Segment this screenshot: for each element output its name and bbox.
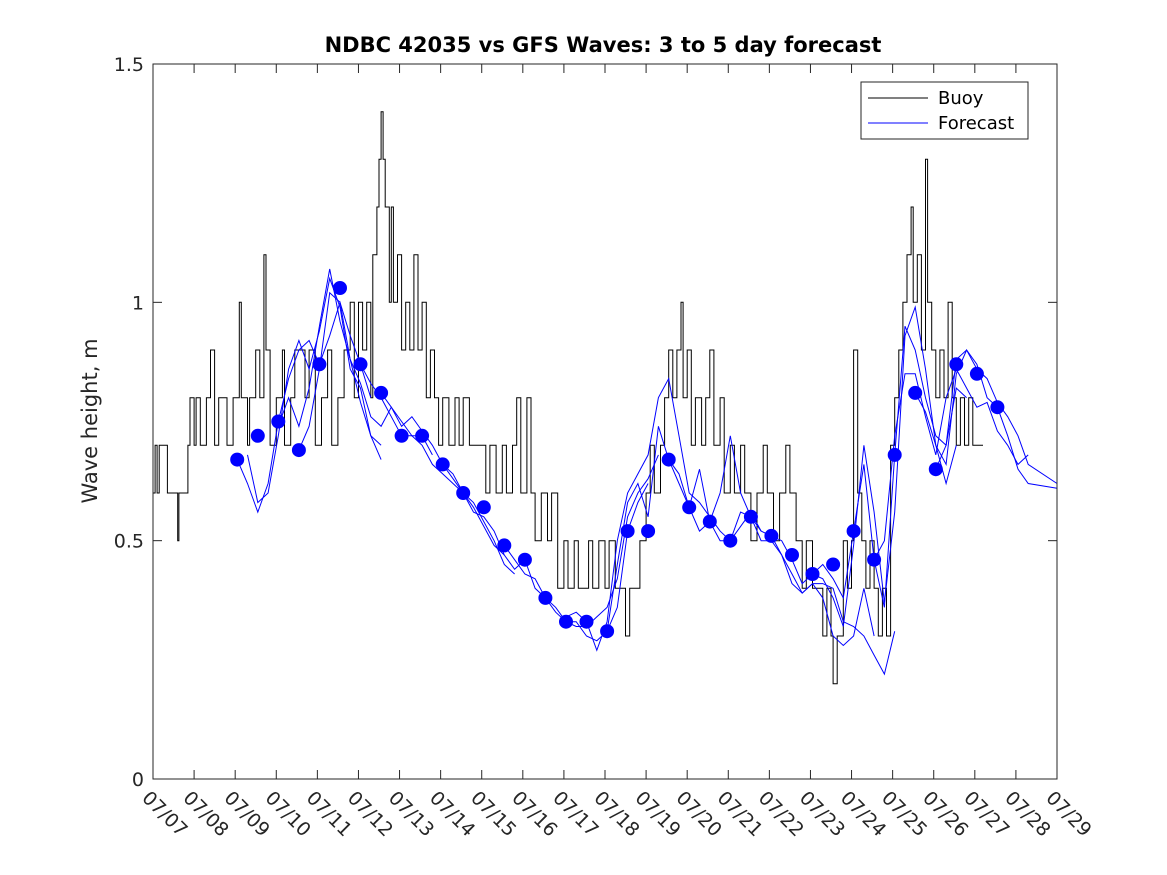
legend: Buoy Forecast [860,81,1029,140]
forecast-run-line-2 [247,276,382,504]
forecast-point [230,452,245,467]
forecast-run-line-12 [709,511,896,676]
x-tick-label: 07/17 [548,787,602,841]
forecast-point [250,428,265,443]
y-tick-label: 1.5 [114,54,144,76]
forecast-point [908,385,923,400]
forecast-run-line-3 [277,268,382,460]
x-tick-label: 07/20 [672,787,726,841]
x-tick-label: 07/08 [179,787,233,841]
forecast-run-line-7 [442,464,649,642]
x-tick-label: 07/12 [343,787,397,841]
forecast-point [271,414,286,429]
forecast-run-line-9 [565,377,711,652]
forecast-run-line-15 [873,367,1029,560]
forecast-run-line-17 [935,349,1058,484]
x-tick-label: 07/15 [466,787,520,841]
forecast-point [969,366,984,381]
legend-box [860,81,1029,140]
x-tick-label: 07/18 [589,787,643,841]
legend-label-forecast: Forecast [938,113,1014,134]
x-tick-label: 07/28 [1000,787,1054,841]
x-tick-label: 07/19 [631,787,685,841]
x-tick-label: 07/25 [877,787,931,841]
chart-title: NDBC 42035 vs GFS Waves: 3 to 5 day fore… [325,33,882,57]
x-tick-label: 07/22 [754,787,808,841]
forecast-point [785,548,799,562]
axes-box [152,63,1058,780]
forecast-point [949,357,964,372]
forecast-point [517,552,532,567]
forecast-point [990,400,1005,415]
forecast-point [846,524,861,539]
forecast-point [641,524,656,539]
forecast-point [764,528,779,543]
x-tick-label: 07/26 [918,787,972,841]
x-tick-label: 07/23 [795,787,849,841]
forecast-point [374,385,389,400]
x-tick-label: 07/13 [384,787,438,841]
y-tick-label: 0.5 [114,531,144,553]
legend-label-buoy: Buoy [938,88,984,109]
y-axis-label: Wave height, m [78,338,102,503]
forecast-point [743,509,758,524]
forecast-point [887,447,902,462]
forecast-point [600,624,615,639]
forecast-point [476,500,491,515]
x-tick-label: 07/14 [425,787,479,841]
x-tick-label: 07/29 [1041,787,1095,841]
forecast-point [682,500,697,515]
plot-area [153,111,1058,685]
forecast-run-line-8 [503,454,659,627]
x-tick-label: 07/10 [261,787,315,841]
forecast-point [333,281,347,295]
forecast-point [805,567,820,581]
forecast-point [353,357,368,372]
forecast-point [702,514,717,529]
forecast-point [394,428,409,443]
x-tick-label: 07/24 [836,787,890,841]
forecast-point [456,486,471,500]
x-tick-label: 07/27 [959,787,1013,841]
y-tick-label: 0 [132,769,144,791]
forecast-point [620,524,635,539]
forecast-point [661,452,676,467]
x-tick-label: 07/21 [713,787,767,841]
x-tick-label: 07/11 [302,787,356,841]
forecast-point [497,538,512,553]
x-tick-label: 07/09 [220,787,274,841]
forecast-run-line-14 [812,326,967,608]
forecast-run-line-5 [360,364,505,556]
forecast-point [435,457,450,472]
x-tick-label: 07/16 [507,787,561,841]
forecast-point [928,462,943,477]
forecast-point [559,614,573,629]
forecast-point [312,357,327,372]
forecast-run-line-13 [771,305,957,627]
forecast-point [826,557,841,572]
forecast-point [538,590,553,605]
forecast-point [579,614,594,629]
forecast-run-line-4 [298,291,433,456]
forecast-point [723,533,738,548]
forecast-run-line-6 [380,392,515,575]
buoy-series-line [153,111,983,685]
forecast-point [415,428,430,443]
forecast-point [867,552,882,567]
forecast-point [291,443,306,458]
forecast-run-line-16 [914,348,1058,489]
forecast-run-line-10 [606,426,762,632]
x-tick-label: 07/07 [137,787,191,841]
forecast-run-line-1 [236,300,372,514]
y-tick-label: 1 [132,292,144,314]
